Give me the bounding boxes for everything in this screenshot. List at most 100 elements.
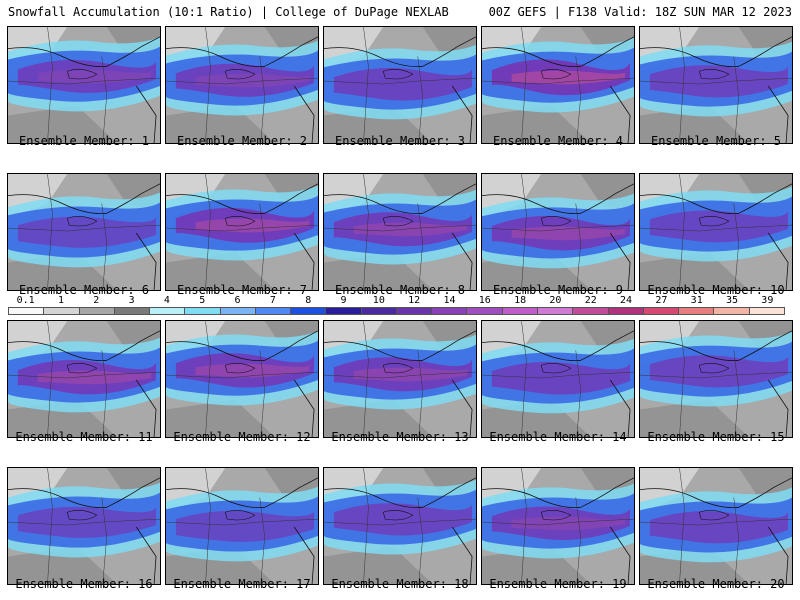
- snow-band: [8, 399, 117, 437]
- ensemble-map-panel: [639, 467, 793, 585]
- colorbar-tick-label: 7: [269, 295, 276, 306]
- colorbar-tick-label: 1: [57, 295, 64, 306]
- ensemble-member-label: Ensemble Member: 1: [18, 134, 150, 148]
- boundary-line: [293, 526, 315, 584]
- colorbar-segment: [185, 308, 221, 314]
- snow-band: [166, 105, 275, 143]
- colorbar-segment: [361, 308, 397, 314]
- boundary-line: [679, 27, 685, 143]
- boundary-line: [324, 371, 476, 379]
- header: Snowfall Accumulation (10:1 Ratio) | Col…: [0, 0, 800, 24]
- boundary-line: [324, 77, 476, 85]
- snow-band: [491, 361, 631, 395]
- boundary-line: [324, 36, 476, 67]
- boundary-line: [698, 510, 730, 521]
- snow-band: [649, 65, 789, 98]
- colorbar-tick-label: 16: [478, 295, 491, 306]
- colorbar-ticks: 0.1 1 2 3 4 5 6 7 8 9 10 12 14 16 18 20 22 24 27 31 35 39: [8, 295, 785, 307]
- ensemble-member-label: Ensemble Member: 17: [173, 577, 311, 591]
- ensemble-map-panel: [165, 467, 319, 585]
- ensemble-map-panel: [7, 173, 161, 291]
- boundary-line: [521, 174, 527, 290]
- boundary-line: [8, 36, 160, 67]
- ensemble-map-panel: [323, 320, 477, 438]
- boundary-line: [66, 510, 98, 521]
- snow-band: [333, 67, 473, 101]
- colorbar-tick-label: 20: [549, 295, 562, 306]
- snowfall-map: [640, 468, 792, 584]
- ensemble-map-panel: [481, 320, 635, 438]
- boundary-line: [451, 379, 473, 437]
- colorbar-segment: [114, 308, 151, 314]
- colorbar-segment: [150, 308, 186, 314]
- colorbar-segment: [44, 308, 80, 314]
- ensemble-member-label: Ensemble Member: 15: [647, 430, 785, 444]
- boundary-line: [101, 350, 107, 437]
- ensemble-map-panel: [481, 173, 635, 291]
- boundary-line: [609, 232, 631, 290]
- snow-band: [482, 546, 591, 584]
- colorbar-tick-label: 5: [199, 295, 206, 306]
- ensemble-member-label: Ensemble Member: 4: [492, 134, 624, 148]
- boundary-line: [609, 526, 631, 584]
- colorbar-segment: [255, 308, 292, 314]
- snow-band: [17, 216, 157, 248]
- boundary-line: [259, 497, 265, 584]
- boundary-line: [8, 371, 160, 379]
- model-run-info: 00Z GEFS | F138 Valid: 18Z SUN MAR 12 20…: [488, 5, 792, 19]
- boundary-line: [767, 526, 789, 584]
- colorbar-segment: [467, 308, 503, 314]
- boundary-line: [733, 350, 739, 437]
- boundary-line: [293, 85, 315, 143]
- boundary-line: [47, 321, 53, 437]
- boundary-line: [679, 174, 685, 290]
- snowfall-map: [324, 174, 476, 290]
- boundary-line: [224, 510, 256, 521]
- snow-band: [8, 546, 117, 584]
- snowfall-map: [166, 174, 318, 290]
- colorbar-tick-label: 4: [163, 295, 170, 306]
- colorbar: [8, 307, 785, 315]
- boundary-line: [521, 321, 527, 437]
- boundary-line: [540, 69, 572, 80]
- boundary-line: [66, 363, 98, 374]
- colorbar-segment: [749, 308, 784, 314]
- boundary-line: [224, 69, 256, 80]
- colorbar-segment: [220, 308, 256, 314]
- boundary-line: [66, 216, 98, 227]
- boundary-line: [205, 174, 211, 290]
- boundary-line: [259, 56, 265, 143]
- boundary-line: [224, 216, 256, 227]
- boundary-line: [259, 203, 265, 290]
- snow-band: [8, 105, 117, 143]
- colorbar-tick-label: 18: [514, 295, 527, 306]
- colorbar-tick-label: 10: [372, 295, 385, 306]
- snow-band: [511, 70, 626, 85]
- boundary-line: [417, 56, 423, 143]
- snowfall-map: [324, 321, 476, 437]
- snowfall-map: [166, 468, 318, 584]
- snow-band: [640, 399, 749, 437]
- ensemble-map-panel: [639, 26, 793, 144]
- boundary-line: [135, 85, 157, 143]
- ensemble-member-label: Ensemble Member: 13: [331, 430, 469, 444]
- boundary-line: [482, 224, 634, 232]
- boundary-line: [698, 216, 730, 227]
- snow-band: [511, 516, 626, 531]
- colorbar-tick-label: 31: [690, 295, 703, 306]
- boundary-line: [135, 526, 157, 584]
- boundary-line: [166, 77, 318, 85]
- ensemble-member-label: Ensemble Member: 18: [331, 577, 469, 591]
- boundary-line: [166, 36, 318, 67]
- snow-band: [482, 105, 591, 143]
- boundary-line: [66, 69, 98, 80]
- snowfall-map: [166, 321, 318, 437]
- boundary-line: [733, 56, 739, 143]
- colorbar-segment: [714, 308, 750, 314]
- ensemble-member-label: Ensemble Member: 20: [647, 577, 785, 591]
- ensemble-member-label: Ensemble Member: 6: [18, 283, 150, 297]
- snowfall-map: [640, 321, 792, 437]
- boundary-line: [575, 56, 581, 143]
- boundary-line: [482, 183, 634, 214]
- boundary-line: [482, 77, 634, 85]
